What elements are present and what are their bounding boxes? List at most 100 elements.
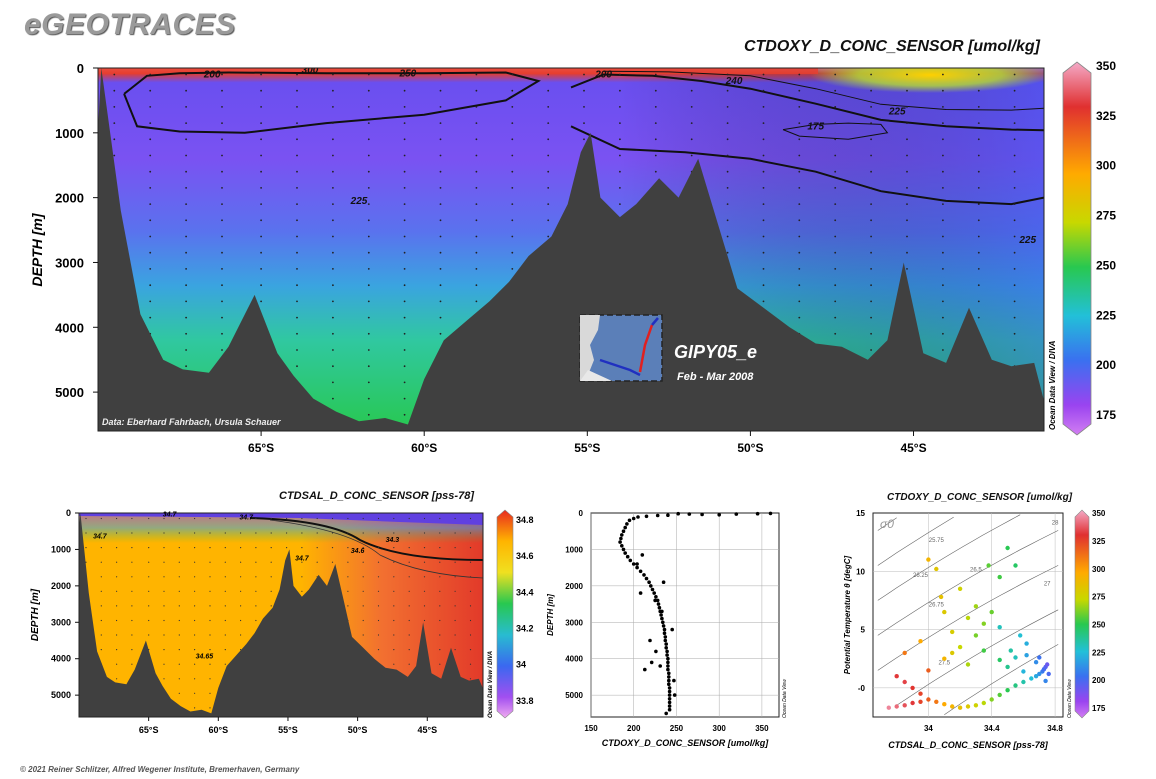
station-dot bbox=[116, 663, 118, 665]
data-point bbox=[1033, 660, 1039, 665]
station-dot bbox=[798, 89, 801, 92]
station-dot bbox=[296, 300, 298, 303]
station-dot bbox=[116, 619, 118, 622]
data-point bbox=[973, 703, 979, 708]
station-dot bbox=[377, 576, 380, 578]
data-point bbox=[1013, 563, 1018, 568]
station-dot bbox=[332, 381, 334, 384]
station-dot bbox=[116, 678, 118, 680]
station-dot bbox=[296, 89, 298, 92]
station-dot bbox=[163, 547, 165, 549]
station-dot bbox=[393, 590, 395, 592]
station-dot bbox=[798, 138, 801, 141]
data-point bbox=[942, 609, 947, 615]
station-dot bbox=[834, 106, 837, 108]
station-dot bbox=[393, 561, 395, 563]
station-dot bbox=[469, 619, 472, 622]
station-dot bbox=[762, 203, 765, 206]
station-dot bbox=[475, 219, 478, 222]
station-dot bbox=[403, 203, 406, 206]
station-dot bbox=[163, 605, 165, 607]
profile-x-label: CTDOXY_D_CONC_SENSOR [umol/kg] bbox=[602, 738, 770, 748]
isopycnal-label: 26.25 bbox=[913, 573, 929, 579]
station-dot bbox=[547, 154, 550, 157]
station-dot bbox=[367, 122, 370, 124]
contour-label: 34.7 bbox=[163, 512, 178, 519]
isopycnal-label: 28 bbox=[1052, 521, 1059, 527]
station-dot bbox=[834, 203, 837, 206]
salinity-contour-labels: 34.7 34.7 34.7 34.6 34.3 34.65 34.7 bbox=[93, 512, 399, 661]
station-dot bbox=[393, 547, 395, 549]
station-dot bbox=[331, 547, 334, 549]
bathymetry-salinity bbox=[79, 513, 483, 717]
station-dot bbox=[870, 138, 872, 141]
station-dot bbox=[423, 561, 426, 563]
station-dot bbox=[870, 89, 872, 92]
data-point bbox=[667, 707, 672, 712]
station-dot bbox=[393, 634, 395, 636]
y-tick-label: -0 bbox=[858, 684, 866, 693]
station-dot bbox=[942, 122, 944, 124]
station-dot bbox=[654, 122, 657, 124]
data-point bbox=[981, 648, 986, 653]
data-point bbox=[664, 646, 668, 650]
data-point bbox=[965, 662, 971, 667]
station-dot bbox=[332, 349, 334, 351]
station-dot bbox=[439, 170, 442, 173]
data-point bbox=[687, 512, 692, 516]
data-point bbox=[667, 700, 672, 705]
data-point bbox=[1018, 633, 1023, 638]
station-dot bbox=[148, 634, 150, 636]
station-dot bbox=[798, 284, 801, 287]
x-tick-label: 34.8 bbox=[1047, 724, 1063, 733]
station-dot bbox=[547, 73, 550, 76]
station-dot bbox=[221, 154, 223, 157]
station-dot bbox=[619, 122, 621, 124]
profile-x-axis: 150 200 250 300 350 bbox=[584, 724, 769, 733]
station-dot bbox=[906, 138, 908, 141]
station-dot bbox=[454, 532, 456, 534]
ts-y-label: Potential Temperature θ [degC] bbox=[843, 555, 852, 674]
station-dot bbox=[367, 203, 370, 206]
contour-label: 250 bbox=[399, 68, 417, 79]
data-point bbox=[667, 682, 671, 686]
oxygen-contours: 200 300 250 200 240 225 175 225 225 bbox=[123, 65, 1044, 246]
station-dot bbox=[547, 138, 550, 141]
data-point bbox=[1024, 641, 1029, 646]
data-point bbox=[886, 705, 891, 710]
station-dot bbox=[654, 73, 657, 76]
contour-label: 34.65 bbox=[196, 654, 214, 661]
station-dot bbox=[834, 138, 837, 141]
station-dot bbox=[439, 89, 442, 92]
station-dot bbox=[296, 122, 298, 124]
data-point bbox=[755, 511, 760, 516]
station-dot bbox=[798, 219, 801, 222]
contour-label: 300 bbox=[302, 65, 319, 76]
data-point bbox=[957, 586, 963, 591]
station-dot bbox=[185, 316, 188, 319]
station-dot bbox=[85, 517, 87, 520]
station-dot bbox=[131, 576, 133, 578]
station-dot bbox=[347, 605, 349, 607]
station-dot bbox=[583, 122, 585, 124]
oxygen-section-frame bbox=[97, 67, 1045, 432]
colorbar-tick-label: 33.8 bbox=[516, 696, 534, 706]
station-dot bbox=[942, 235, 944, 238]
station-dot bbox=[870, 300, 872, 303]
station-dot bbox=[798, 154, 801, 157]
station-dot bbox=[296, 187, 298, 189]
station-dot bbox=[194, 663, 196, 665]
station-dot bbox=[798, 316, 801, 319]
station-dot bbox=[511, 268, 514, 270]
y-tick-label: 15 bbox=[856, 509, 865, 518]
station-dot bbox=[221, 138, 223, 141]
station-dot bbox=[221, 203, 223, 206]
station-dot bbox=[260, 138, 262, 141]
station-dot bbox=[583, 89, 585, 92]
station-dot bbox=[1013, 219, 1016, 222]
station-dot bbox=[178, 663, 180, 665]
ts-points bbox=[886, 545, 1051, 710]
station-dot bbox=[511, 122, 514, 124]
station-dot bbox=[762, 219, 765, 222]
data-point bbox=[910, 700, 915, 706]
